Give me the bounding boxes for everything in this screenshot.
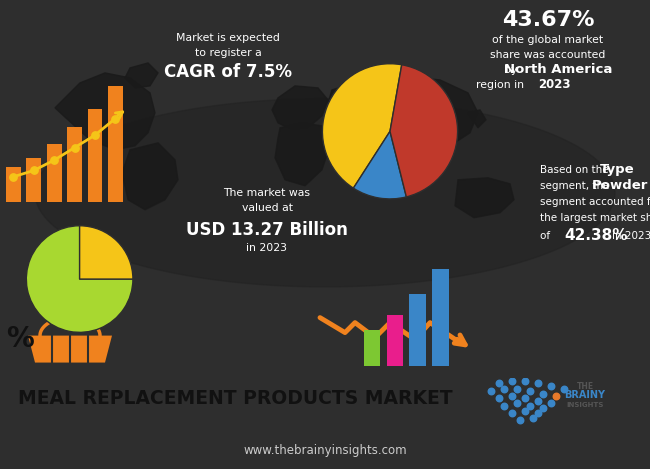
Bar [67,127,82,202]
Point [499,385,509,393]
Point [515,416,525,424]
Text: Based on the: Based on the [540,165,612,175]
Point [486,387,496,394]
Polygon shape [468,110,486,128]
Text: in 2023: in 2023 [612,231,650,241]
Wedge shape [27,226,133,333]
Point [512,385,522,393]
Point [494,394,504,402]
Text: segment, the: segment, the [540,181,613,191]
Text: region in: region in [476,80,527,90]
Point [49,156,59,164]
Bar [6,167,21,202]
Point [551,392,561,400]
Point [533,397,543,405]
Wedge shape [79,226,133,279]
Text: by: by [504,65,521,75]
Point [525,387,535,394]
Text: segment accounted for: segment accounted for [540,197,650,207]
Text: 43.67%: 43.67% [502,10,594,30]
Point [538,405,548,412]
Wedge shape [354,131,406,199]
Bar [364,330,380,366]
Wedge shape [322,64,402,188]
Bar [432,269,448,366]
Text: Type: Type [600,163,634,176]
Point [528,414,538,422]
Point [507,378,517,385]
Polygon shape [122,143,178,210]
Text: BRAINY: BRAINY [564,390,606,400]
Point [8,173,19,181]
Text: www.thebrainyinsights.com: www.thebrainyinsights.com [243,444,407,456]
Text: USD 13.27 Billion: USD 13.27 Billion [186,221,348,239]
Bar [47,144,62,202]
Polygon shape [35,98,615,287]
Text: The market was: The market was [224,188,311,198]
Point [507,392,517,400]
Text: 42.38%: 42.38% [564,228,627,243]
Wedge shape [390,65,458,197]
Polygon shape [55,73,155,150]
Text: North America: North America [504,63,612,76]
Point [494,380,504,387]
Text: THE: THE [577,382,593,391]
Point [110,115,120,122]
Text: the largest market share: the largest market share [540,213,650,223]
Text: INSIGHTS: INSIGHTS [566,402,604,408]
Point [499,402,509,409]
Point [507,409,517,416]
Text: Powder: Powder [592,179,648,192]
Text: of: of [540,231,553,241]
Point [29,167,39,174]
Text: valued at: valued at [242,203,292,213]
Text: MEAL REPLACEMENT PRODUCTS MARKET: MEAL REPLACEMENT PRODUCTS MARKET [18,389,452,408]
Bar [108,86,123,202]
Point [525,402,535,409]
Point [533,409,543,416]
Polygon shape [455,178,514,218]
Text: Market is expected: Market is expected [176,33,280,43]
Point [512,400,522,407]
Polygon shape [272,86,328,130]
Polygon shape [28,336,112,363]
Bar [387,315,403,366]
Bar [88,109,102,202]
Text: CAGR of 7.5%: CAGR of 7.5% [164,63,292,81]
Point [533,380,543,387]
Text: 2023: 2023 [538,78,570,91]
Point [70,144,80,151]
Bar [410,294,426,366]
Text: to register a: to register a [194,48,261,58]
Polygon shape [328,76,478,150]
Point [90,131,100,139]
Text: of the global market: of the global market [493,35,604,45]
Text: share was accounted: share was accounted [490,50,606,60]
Point [546,400,556,407]
Text: in 2023: in 2023 [246,242,287,253]
Point [520,394,530,402]
Bar [27,159,41,202]
Point [520,407,530,415]
Point [559,385,569,393]
Point [538,390,548,398]
Text: %: % [6,325,34,353]
Point [546,383,556,390]
Polygon shape [125,63,158,88]
Polygon shape [275,123,330,186]
Point [520,378,530,385]
